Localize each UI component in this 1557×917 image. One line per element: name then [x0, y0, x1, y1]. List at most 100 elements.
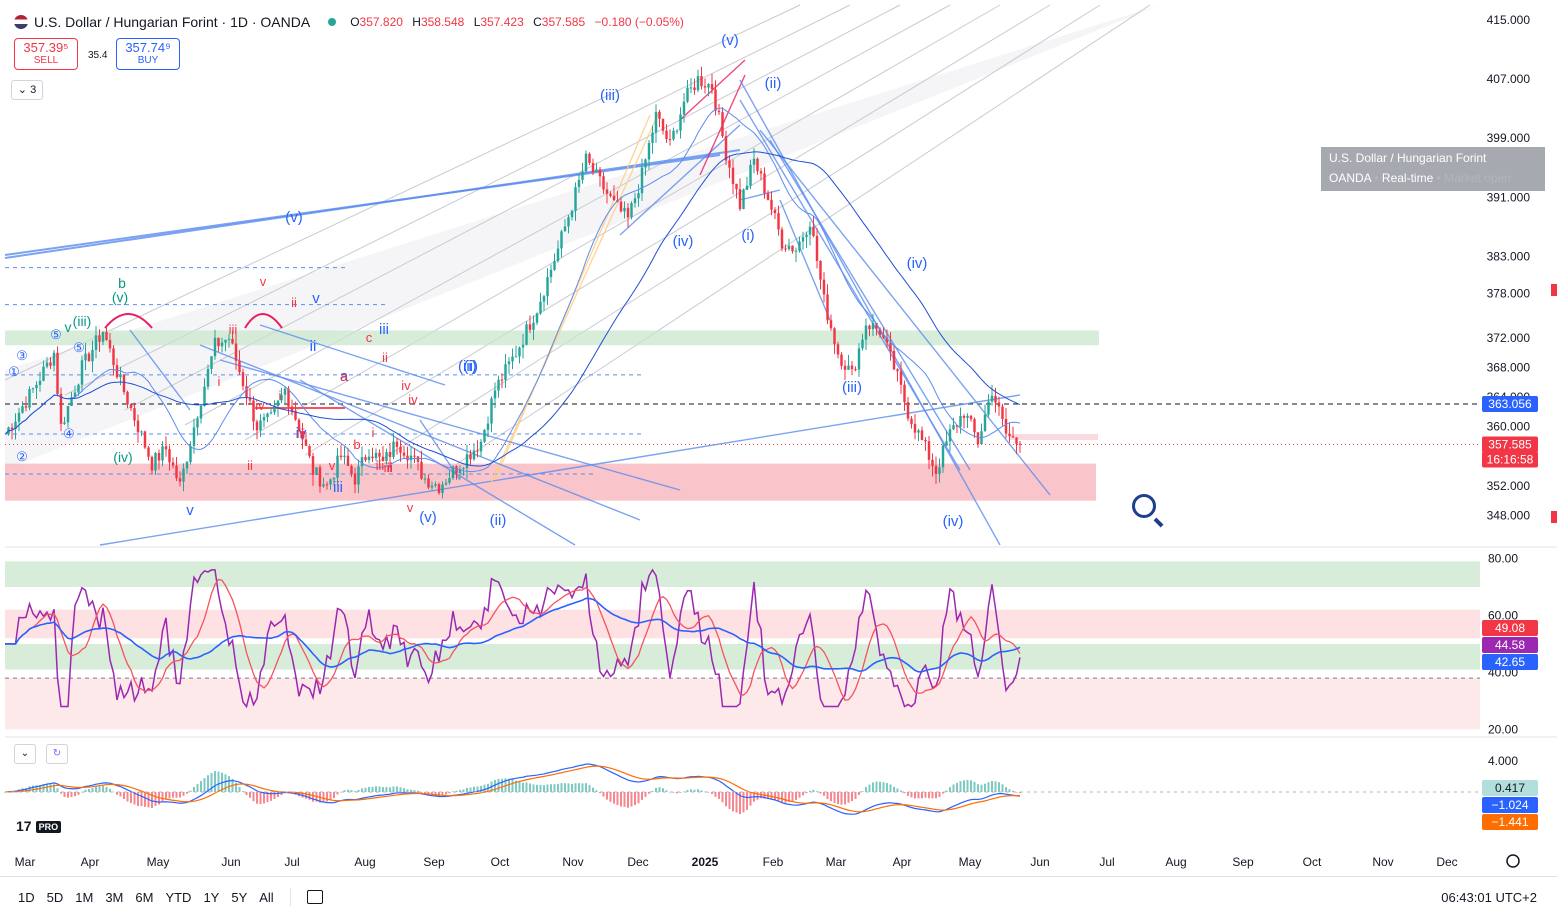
macd-histogram-bar: [347, 789, 349, 792]
wave-label-red: c: [366, 330, 373, 345]
candle: [808, 226, 812, 235]
macd-histogram-bar: [522, 782, 524, 792]
macd-histogram-bar: [448, 792, 451, 794]
level-badge: 363.056: [1488, 397, 1532, 411]
candle: [647, 143, 651, 160]
rsi-mid-zone: [5, 643, 1480, 670]
calendar-icon[interactable]: [306, 890, 323, 904]
candle: [371, 456, 374, 459]
buy-button[interactable]: 357.74⁹ BUY: [116, 38, 180, 70]
refresh-icon[interactable]: ↻: [46, 744, 68, 764]
timeframe-3m[interactable]: 3M: [105, 889, 124, 905]
channel-line: [244, 4, 1001, 441]
macd-histogram-bar: [336, 792, 339, 795]
wave-label-red: ii: [382, 350, 388, 365]
macd-histogram-bar: [798, 792, 801, 798]
macd-histogram-bar: [126, 792, 129, 802]
price-tick-label: 378.000: [1487, 286, 1531, 300]
macd-histogram-bar: [322, 792, 325, 803]
candle: [290, 406, 294, 412]
wave-label-red: iv: [255, 398, 265, 413]
macd-histogram-bar: [966, 779, 969, 792]
candle: [108, 340, 112, 349]
candle: [119, 374, 122, 378]
candle: [339, 455, 343, 457]
macd-histogram-bar: [616, 792, 619, 806]
symbol-title[interactable]: U.S. Dollar / Hungarian Forint · 1D · OA…: [34, 14, 311, 30]
candle: [10, 427, 14, 430]
candle: [1001, 406, 1004, 419]
rsi-value-badge-bg: [1482, 620, 1538, 636]
macd-histogram-bar: [802, 792, 804, 796]
candle: [1004, 418, 1008, 434]
macd-histogram-bar: [172, 792, 174, 798]
macd-histogram-bar: [609, 792, 612, 802]
macd-histogram-bar: [952, 784, 955, 792]
buy-label: BUY: [137, 55, 159, 66]
timeframe-ytd[interactable]: YTD: [165, 889, 192, 905]
symbol-header[interactable]: U.S. Dollar / Hungarian Forint · 1D · OA…: [14, 12, 684, 32]
time-axis[interactable]: Mar Apr May Jun Jul Aug Sep Oct Nov Dec 2025 Feb Mar…: [15, 854, 1520, 869]
channel-line: [304, 4, 1051, 456]
timeframe-1y[interactable]: 1Y: [203, 889, 220, 905]
time-tick-label: Dec: [1436, 855, 1457, 869]
timeframe-all[interactable]: All: [259, 889, 274, 905]
candle: [686, 87, 689, 102]
price-axis[interactable]: 415.000 407.000 399.000 391.000 383.000 378.0…: [1487, 13, 1531, 523]
timeframe-6m[interactable]: 6M: [135, 889, 154, 905]
clock[interactable]: 06:43:01 UTC+2: [1441, 890, 1537, 905]
candle: [654, 111, 658, 133]
macd-histogram-bar: [945, 790, 948, 792]
macd-histogram-bar: [154, 792, 157, 806]
macd-histogram-bar: [371, 786, 374, 792]
timeframe-1d[interactable]: 1D: [18, 889, 35, 905]
macd-histogram-bar: [847, 792, 850, 803]
candle: [455, 466, 458, 474]
candle: [609, 193, 612, 196]
candle: [367, 456, 371, 461]
macd-histogram-bar: [924, 792, 927, 798]
wave-label-blue: (ii): [490, 512, 507, 529]
candle: [357, 466, 360, 485]
candle: [210, 356, 213, 369]
macd-histogram-bar: [851, 792, 853, 802]
macd-histogram-bar: [224, 774, 227, 792]
macd-histogram-bar: [550, 784, 552, 792]
candle: [378, 452, 381, 457]
time-tick-label: Jul: [284, 855, 299, 869]
wave-label-blue: (iii): [458, 358, 478, 375]
rsi-slow-badge: 42.65: [1495, 655, 1525, 669]
macd-histogram-bar: [980, 784, 983, 792]
info-row: OANDA • Real-time • Market open: [1329, 171, 1511, 185]
wave-label-red: ii: [291, 295, 297, 310]
macd-histogram-bar: [326, 792, 328, 802]
price-tick-label: 372.000: [1487, 331, 1531, 345]
zoom-search-icon[interactable]: [1132, 494, 1156, 518]
pane-collapse-button[interactable]: ⌄: [14, 744, 36, 764]
sell-button[interactable]: 357.39⁵ SELL: [14, 38, 78, 70]
candle: [217, 337, 220, 347]
wave-label-blue: iii: [379, 321, 389, 338]
candle: [780, 229, 784, 249]
macd-histogram-bar: [725, 792, 727, 807]
trend-line: [489, 109, 661, 486]
candle: [185, 462, 189, 469]
timeframe-1m[interactable]: 1M: [75, 889, 94, 905]
candle: [1015, 437, 1018, 444]
candle: [822, 279, 826, 295]
macd-histogram-bar: [46, 783, 48, 792]
candle: [959, 416, 962, 427]
candle: [934, 466, 938, 474]
timeframe-5y[interactable]: 5Y: [231, 889, 248, 905]
candle: [63, 422, 66, 424]
candle: [311, 456, 315, 475]
indicators-collapse-button[interactable]: ⌄ 3: [11, 80, 43, 100]
candle: [465, 454, 469, 469]
timeframe-5d[interactable]: 5D: [46, 889, 64, 905]
macd-histogram-bar: [515, 780, 517, 792]
chart-area[interactable]: (v)(iii)(ii)(v)(iv) (i)(iv)(iii)(iii)(i)(…: [0, 0, 1557, 876]
macd-histogram-bar: [123, 792, 125, 800]
arc-marker: [244, 313, 283, 329]
candle: [451, 466, 455, 479]
candle: [479, 441, 483, 452]
